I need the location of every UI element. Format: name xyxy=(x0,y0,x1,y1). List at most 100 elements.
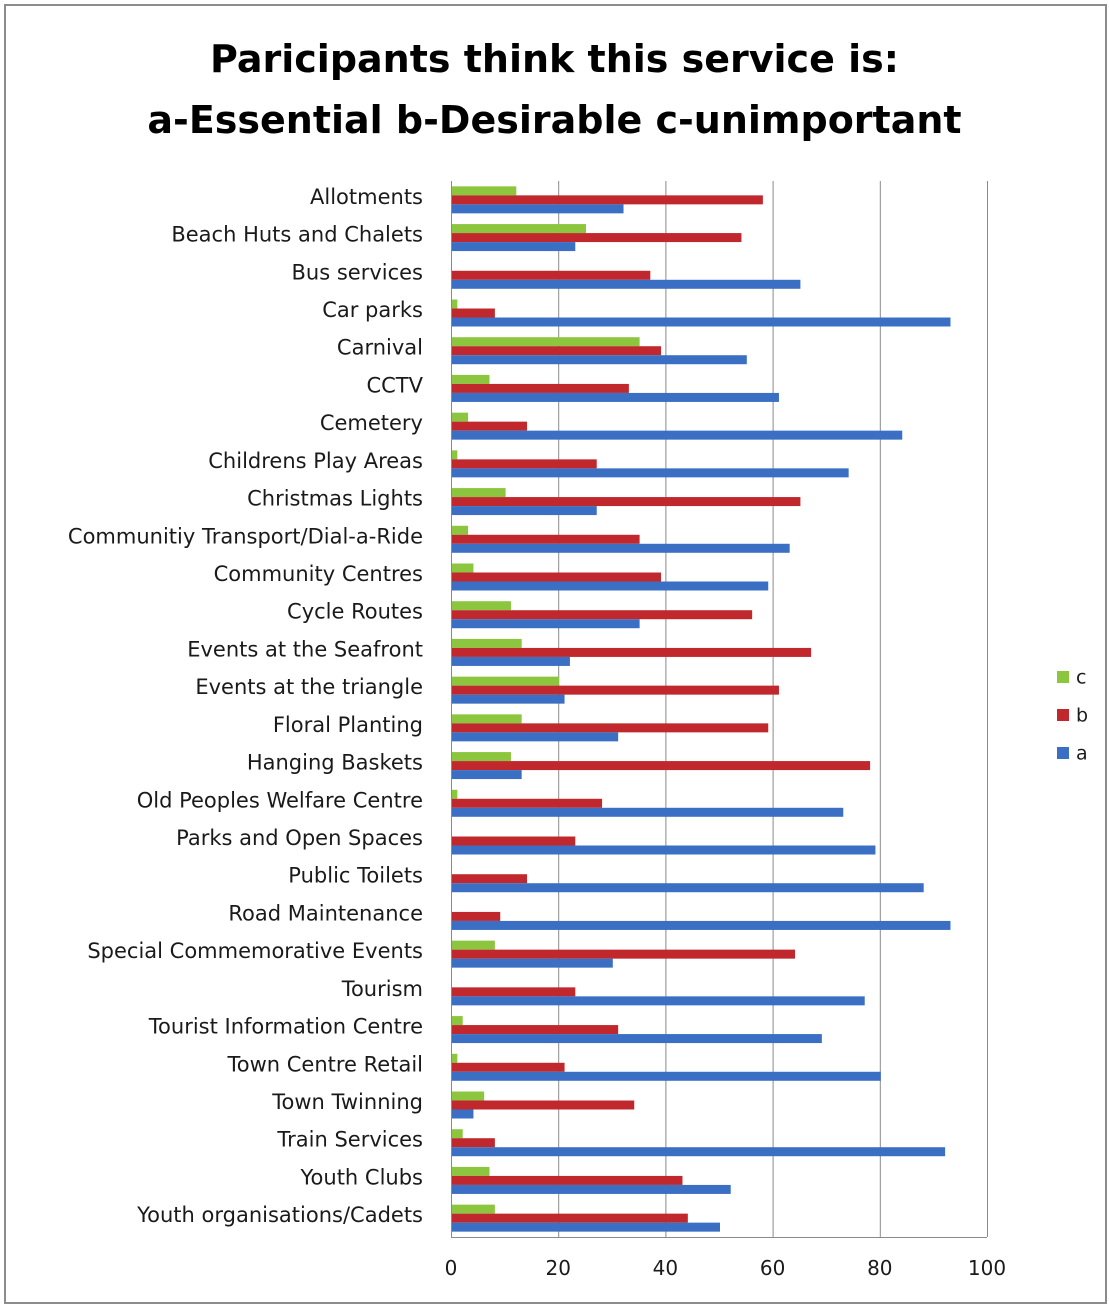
bar-b xyxy=(452,1214,688,1223)
bar-a xyxy=(452,1034,822,1043)
category-label: CCTV xyxy=(366,373,423,397)
bar-b xyxy=(452,837,575,846)
bar-c xyxy=(452,224,586,233)
category-label: Road Maintenance xyxy=(228,901,423,925)
bar-a xyxy=(452,695,565,704)
bar-a xyxy=(452,846,875,855)
bar-c xyxy=(452,1167,490,1176)
bar-b xyxy=(452,799,602,808)
category-label: Public Toilets xyxy=(288,864,423,888)
bar-a xyxy=(452,996,865,1005)
bar-a xyxy=(452,770,522,779)
bar-a xyxy=(452,1147,945,1156)
category-label: Community Centres xyxy=(214,562,423,586)
category-label: Youth Clubs xyxy=(300,1165,424,1189)
bar-b xyxy=(452,686,779,695)
category-label: Events at the triangle xyxy=(195,675,423,699)
bar-a xyxy=(452,393,779,402)
bar-a xyxy=(452,657,570,666)
bar-b xyxy=(452,422,527,431)
bar-c xyxy=(452,186,516,195)
bar-b xyxy=(452,346,661,355)
bar-c xyxy=(452,601,511,610)
bar-b xyxy=(452,573,661,582)
bar-c xyxy=(452,790,457,799)
bar-a xyxy=(452,431,902,440)
bar-b xyxy=(452,950,795,959)
category-label: Town Centre Retail xyxy=(226,1052,423,1076)
bar-a xyxy=(452,1185,731,1194)
bar-a xyxy=(452,732,618,741)
legend-label-c: c xyxy=(1076,667,1086,689)
category-label: Tourism xyxy=(341,977,423,1001)
bar-c xyxy=(452,639,522,648)
category-label: Christmas Lights xyxy=(247,487,423,511)
category-label: Town Twinning xyxy=(271,1090,423,1114)
bar-b xyxy=(452,874,527,883)
category-label: Carnival xyxy=(337,336,423,360)
bar-b xyxy=(452,233,741,242)
bar-a xyxy=(452,883,924,892)
x-tick-label: 40 xyxy=(653,1256,678,1280)
bar-a xyxy=(452,318,950,327)
x-tick-label: 20 xyxy=(545,1256,570,1280)
category-label: Events at the Seafront xyxy=(187,637,423,661)
bar-c xyxy=(452,300,457,309)
bar-b xyxy=(452,723,768,732)
x-tick-label: 80 xyxy=(867,1256,892,1280)
category-label: Allotments xyxy=(310,185,423,209)
category-label: Bus services xyxy=(292,260,424,284)
x-tick-label: 100 xyxy=(968,1256,1006,1280)
bar-b xyxy=(452,497,800,506)
bar-a xyxy=(452,619,640,628)
bar-c xyxy=(452,1054,457,1063)
bar-c xyxy=(452,375,490,384)
bar-c xyxy=(452,488,506,497)
bar-a xyxy=(452,280,800,289)
bar-b xyxy=(452,1063,565,1072)
bar-b xyxy=(452,459,597,468)
bar-b xyxy=(452,1176,682,1185)
bar-a xyxy=(452,921,950,930)
category-label: Youth organisations/Cadets xyxy=(136,1203,423,1227)
legend-label-b: b xyxy=(1076,705,1088,727)
bar-c xyxy=(452,752,511,761)
bar-b xyxy=(452,271,650,280)
bar-c xyxy=(452,337,640,346)
bar-a xyxy=(452,959,613,968)
bar-c xyxy=(452,1205,495,1214)
category-label: Hanging Baskets xyxy=(247,751,423,775)
bar-c xyxy=(452,941,495,950)
bar-a xyxy=(452,468,849,477)
category-label: Parks and Open Spaces xyxy=(176,826,423,850)
category-label: Tourist Information Centre xyxy=(148,1015,423,1039)
bar-c xyxy=(452,1092,484,1101)
bar-c xyxy=(452,714,522,723)
bar-b xyxy=(452,610,752,619)
bar-b xyxy=(452,987,575,996)
bar-a xyxy=(452,1110,473,1119)
category-label: Beach Huts and Chalets xyxy=(171,223,423,247)
bar-a xyxy=(452,1223,720,1232)
legend-swatch-b xyxy=(1057,709,1069,721)
bar-a xyxy=(452,544,790,553)
bar-c xyxy=(452,564,473,573)
bar-b xyxy=(452,535,640,544)
bar-b xyxy=(452,912,500,921)
bar-c xyxy=(452,450,457,459)
x-tick-label: 60 xyxy=(760,1256,785,1280)
bar-b xyxy=(452,1138,495,1147)
bar-b xyxy=(452,1025,618,1034)
category-label: Old Peoples Welfare Centre xyxy=(137,788,423,812)
bar-c xyxy=(452,1016,463,1025)
bar-a xyxy=(452,242,575,251)
bar-c xyxy=(452,526,468,535)
category-label: Cycle Routes xyxy=(287,600,423,624)
category-label: Cemetery xyxy=(320,411,423,435)
category-label: Car parks xyxy=(322,298,423,322)
bar-b xyxy=(452,384,629,393)
bar-b xyxy=(452,195,763,204)
bar-c xyxy=(452,1129,463,1138)
bar-a xyxy=(452,582,768,591)
bar-a xyxy=(452,808,843,817)
